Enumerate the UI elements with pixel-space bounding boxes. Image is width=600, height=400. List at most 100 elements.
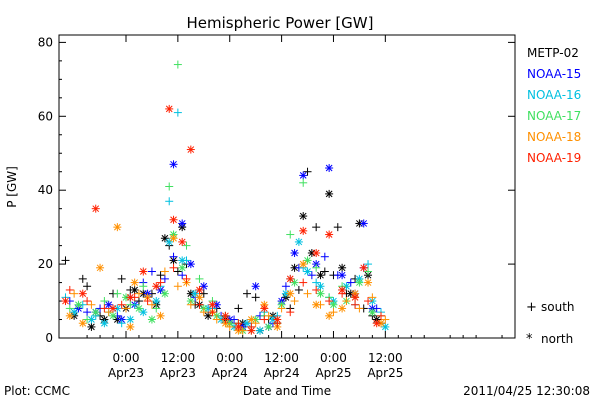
data-point-south xyxy=(113,289,122,298)
x-tick-label-date: Apr25 xyxy=(315,366,351,380)
y-tick-label: 40 xyxy=(38,183,53,197)
legend-entry: NOAA-19 xyxy=(527,151,581,165)
y-axis-label: P [GW] xyxy=(5,166,19,208)
data-point-north xyxy=(169,234,178,243)
data-point-south xyxy=(320,267,329,276)
symbol-legend-marker: + xyxy=(526,300,537,315)
data-point-south xyxy=(286,308,295,317)
data-point-south xyxy=(121,304,130,313)
data-point-south xyxy=(307,271,316,280)
plot-frame xyxy=(58,34,516,339)
y-tick-label: 0 xyxy=(45,331,53,345)
data-point-north xyxy=(100,319,109,328)
data-point-south xyxy=(169,263,178,272)
data-point-north xyxy=(152,297,161,306)
data-point-south xyxy=(368,293,377,302)
data-point-south xyxy=(195,300,204,309)
data-point-north xyxy=(91,204,100,213)
data-point-north xyxy=(372,319,381,328)
data-point-south xyxy=(87,300,96,309)
data-point-north xyxy=(221,311,230,320)
data-point-south xyxy=(299,178,308,187)
x-axis-label: Date and Time xyxy=(243,384,331,398)
data-point-north xyxy=(312,300,321,309)
data-point-south xyxy=(117,300,126,309)
data-point-north xyxy=(186,145,195,154)
symbol-legend-label: north xyxy=(541,332,573,346)
data-point-south xyxy=(165,197,174,206)
data-point-north xyxy=(264,322,273,331)
data-point-south xyxy=(143,297,152,306)
data-point-south xyxy=(182,241,191,250)
data-point-north xyxy=(87,322,96,331)
data-point-south xyxy=(156,278,165,287)
footer-right: 2011/04/25 12:30:08 xyxy=(463,384,590,398)
data-point-north xyxy=(368,308,377,317)
data-point-south xyxy=(312,223,321,232)
data-point-north xyxy=(316,282,325,291)
data-point-south xyxy=(364,267,373,276)
data-point-south xyxy=(178,271,187,280)
symbol-legend-label: south xyxy=(541,300,575,314)
data-point-south xyxy=(346,278,355,287)
data-point-south xyxy=(173,60,182,69)
data-point-south xyxy=(117,319,126,328)
data-point-south xyxy=(312,263,321,272)
data-point-north xyxy=(78,319,87,328)
data-point-north xyxy=(109,304,118,313)
data-point-north xyxy=(139,308,148,317)
data-point-south xyxy=(286,230,295,239)
data-point-south xyxy=(212,315,221,324)
data-point-south xyxy=(173,108,182,117)
x-tick-label-date: Apr24 xyxy=(264,366,300,380)
data-point-south xyxy=(117,274,126,283)
x-tick-label-time: 0:00 xyxy=(113,351,140,365)
data-point-south xyxy=(65,304,74,313)
data-point-north xyxy=(351,293,360,302)
data-point-south xyxy=(243,289,252,298)
data-point-north xyxy=(325,230,334,239)
data-point-south xyxy=(225,322,234,331)
data-point-north xyxy=(325,164,334,173)
data-point-north xyxy=(186,260,195,269)
data-point-north xyxy=(91,308,100,317)
data-point-north xyxy=(251,282,260,291)
data-point-south xyxy=(147,300,156,309)
data-point-north xyxy=(290,278,299,287)
data-point-south xyxy=(65,285,74,294)
data-point-south xyxy=(70,289,79,298)
data-point-north xyxy=(178,263,187,272)
x-tick-label-time: 0:00 xyxy=(320,351,347,365)
legend-entry: METP-02 xyxy=(527,46,579,60)
data-point-north xyxy=(61,297,70,306)
data-point-north xyxy=(74,300,83,309)
data-point-north xyxy=(273,315,282,324)
data-point-north xyxy=(338,285,347,294)
data-point-north xyxy=(234,322,243,331)
data-point-south xyxy=(147,267,156,276)
legend-entry: NOAA-18 xyxy=(527,130,581,144)
chart-title: Hemispheric Power [GW] xyxy=(187,14,374,32)
data-point-south xyxy=(355,304,364,313)
data-point-north xyxy=(130,285,139,294)
data-point-north xyxy=(139,267,148,276)
data-point-south xyxy=(303,167,312,176)
data-point-south xyxy=(83,297,92,306)
legend-entry: NOAA-16 xyxy=(527,88,581,102)
data-point-north xyxy=(78,289,87,298)
data-point-north xyxy=(152,282,161,291)
data-point-north xyxy=(126,293,135,302)
data-point-south xyxy=(264,311,273,320)
data-point-north xyxy=(325,311,334,320)
data-point-north xyxy=(104,300,113,309)
data-point-north xyxy=(165,104,174,113)
data-point-north xyxy=(96,263,105,272)
data-point-south xyxy=(134,297,143,306)
data-point-south xyxy=(281,282,290,291)
data-point-south xyxy=(134,289,143,298)
data-point-south xyxy=(100,297,109,306)
data-point-north xyxy=(290,249,299,258)
x-tick-label-date: Apr23 xyxy=(160,366,196,380)
x-tick-label-time: 0:00 xyxy=(216,351,243,365)
data-point-north xyxy=(169,160,178,169)
